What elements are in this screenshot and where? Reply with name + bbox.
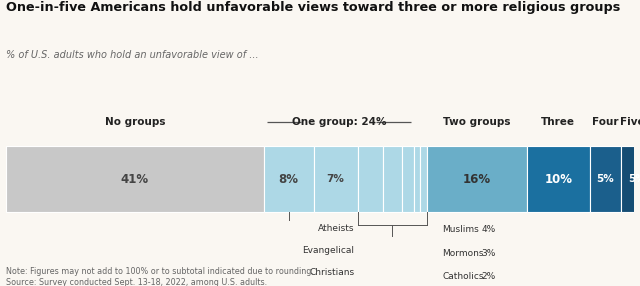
- Text: One group: 24%: One group: 24%: [292, 118, 386, 127]
- Bar: [420, 146, 427, 212]
- Text: 2%: 2%: [481, 272, 495, 281]
- Bar: [6, 146, 264, 212]
- Text: Christians: Christians: [309, 268, 355, 277]
- Text: 4%: 4%: [481, 225, 495, 234]
- Text: Four: Four: [592, 118, 619, 127]
- Bar: [264, 146, 314, 212]
- Bar: [621, 146, 640, 212]
- Bar: [401, 146, 414, 212]
- Bar: [414, 146, 420, 212]
- Text: Note: Figures may not add to 100% or to subtotal indicated due to rounding.: Note: Figures may not add to 100% or to …: [6, 267, 314, 276]
- Bar: [358, 146, 383, 212]
- Text: 5%: 5%: [596, 174, 614, 184]
- Bar: [427, 146, 527, 212]
- Text: 5%: 5%: [628, 174, 640, 184]
- Text: 8%: 8%: [278, 172, 299, 186]
- Bar: [589, 146, 621, 212]
- Text: Source: Survey conducted Sept. 13-18, 2022, among U.S. adults.: Source: Survey conducted Sept. 13-18, 20…: [6, 278, 268, 286]
- Text: 3%: 3%: [481, 249, 495, 257]
- Bar: [527, 146, 589, 212]
- Text: Three: Three: [541, 118, 575, 127]
- Text: 7%: 7%: [327, 174, 344, 184]
- Text: No groups: No groups: [105, 118, 165, 127]
- Text: Catholics: Catholics: [442, 272, 484, 281]
- Bar: [314, 146, 358, 212]
- Text: % of U.S. adults who hold an unfavorable view of ...: % of U.S. adults who hold an unfavorable…: [6, 50, 259, 60]
- Text: Five+: Five+: [620, 118, 640, 127]
- Text: Evangelical: Evangelical: [303, 246, 355, 255]
- Text: Muslims: Muslims: [442, 225, 479, 234]
- Text: Atheists: Atheists: [318, 224, 355, 233]
- Text: One-in-five Americans hold unfavorable views toward three or more religious grou: One-in-five Americans hold unfavorable v…: [6, 1, 621, 14]
- Text: Two groups: Two groups: [443, 118, 511, 127]
- Bar: [383, 146, 401, 212]
- Text: 10%: 10%: [545, 172, 572, 186]
- Text: 16%: 16%: [463, 172, 491, 186]
- Text: 41%: 41%: [121, 172, 149, 186]
- Text: Mormons: Mormons: [442, 249, 484, 257]
